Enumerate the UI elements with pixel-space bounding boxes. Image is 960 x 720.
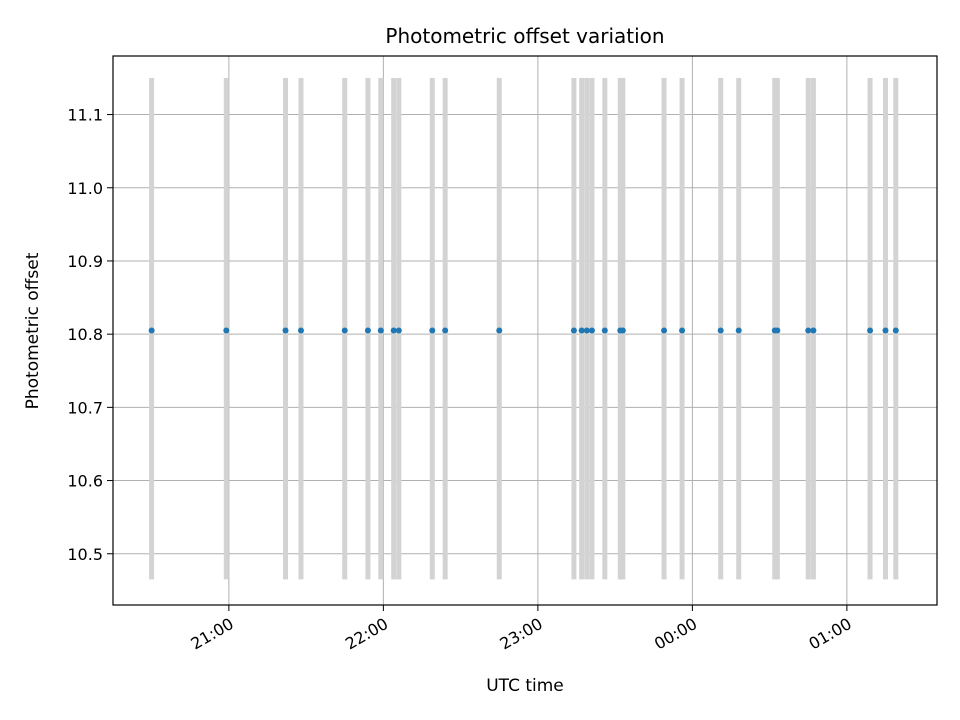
data-point: [496, 327, 503, 334]
plot-frame: [112, 55, 938, 606]
data-point: [892, 327, 899, 334]
y-tick-label: 10.6: [67, 472, 103, 491]
data-point: [679, 327, 686, 334]
data-point: [390, 327, 397, 334]
y-tick-label: 10.9: [67, 252, 103, 271]
y-tick-label: 11.0: [67, 179, 103, 198]
data-point: [570, 327, 577, 334]
data-point: [661, 327, 668, 334]
chart-title: Photometric offset variation: [385, 24, 664, 48]
y-tick-label: 11.1: [67, 106, 103, 125]
data-point: [377, 327, 384, 334]
data-point: [578, 327, 585, 334]
data-point: [735, 327, 742, 334]
data-point: [774, 327, 781, 334]
data-point: [429, 327, 436, 334]
data-point: [297, 327, 304, 334]
y-axis-ticks: 10.5 10.6 10.7 10.8 10.9 11.0 11.1: [67, 106, 113, 564]
y-axis-label: Photometric offset: [23, 252, 43, 409]
data-point: [341, 327, 348, 334]
data-point: [223, 327, 230, 334]
data-point: [588, 327, 595, 334]
data-points: [148, 327, 899, 334]
data-point: [619, 327, 626, 334]
y-tick-label: 10.5: [67, 545, 103, 564]
data-point: [364, 327, 371, 334]
data-point: [601, 327, 608, 334]
data-point: [867, 327, 874, 334]
data-point: [717, 327, 724, 334]
data-point: [282, 327, 289, 334]
x-axis-label: UTC time: [486, 676, 564, 696]
data-point: [810, 327, 817, 334]
data-point: [882, 327, 889, 334]
y-tick-label: 10.8: [67, 325, 103, 344]
data-point: [395, 327, 402, 334]
data-point: [148, 327, 155, 334]
data-point: [442, 327, 449, 334]
data-point: [583, 327, 590, 334]
grid-layer: [113, 56, 937, 605]
data-point: [805, 327, 812, 334]
y-tick-label: 10.7: [67, 398, 103, 417]
